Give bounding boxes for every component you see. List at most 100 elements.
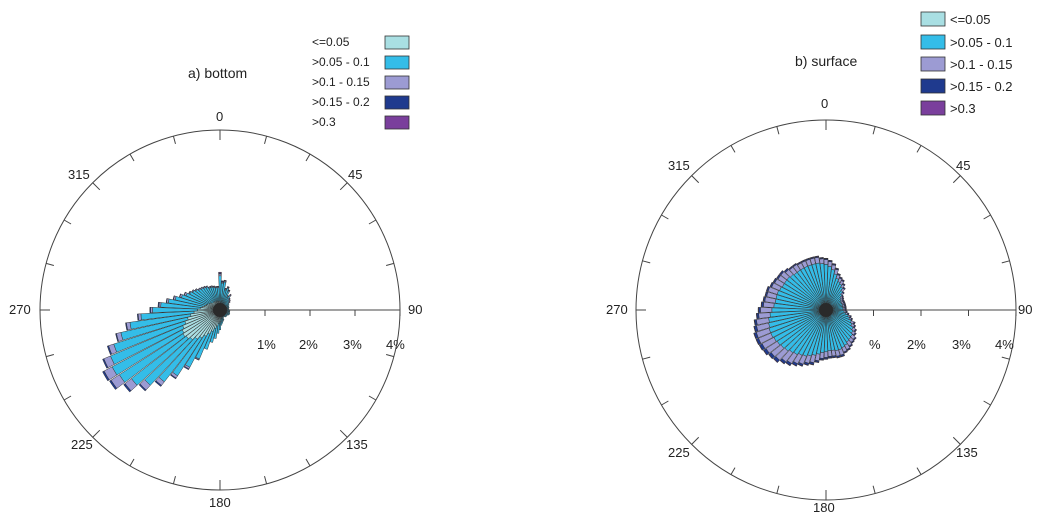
- angle-label-315: 315: [668, 158, 690, 173]
- rose-bar-segment: [845, 307, 847, 310]
- rose-bar-segment: [150, 307, 153, 313]
- angle-tick: [691, 436, 700, 445]
- rose-bar-segment: [760, 301, 763, 308]
- rose-bar-segment: [138, 383, 147, 392]
- rose-bar-segment: [791, 363, 797, 367]
- legend-swatch: [384, 75, 410, 90]
- rose-bar-segment: [229, 293, 232, 296]
- angle-tick: [264, 136, 268, 144]
- rose-bar-segment: [846, 310, 848, 313]
- legend-swatch: [384, 95, 410, 110]
- rose-bar-segment: [183, 365, 190, 371]
- rose-bar-segment: [218, 271, 222, 274]
- rose-bar-segment: [832, 356, 837, 359]
- legend-label: >0.1 - 0.15: [950, 57, 1013, 72]
- angle-tick: [872, 126, 876, 135]
- rose-bar-segment: [764, 291, 767, 297]
- rose-bar-segment: [836, 356, 841, 359]
- rose-bar-segment: [800, 259, 806, 263]
- legend-label: >0.15 - 0.2: [312, 95, 370, 109]
- angle-tick: [46, 262, 54, 266]
- legend-item: >0.05 - 0.1: [312, 55, 410, 70]
- rose-bar-segment: [762, 296, 765, 302]
- rose-bar-segment: [827, 261, 833, 267]
- rose-bar-segment: [788, 265, 793, 270]
- angle-tick: [916, 145, 922, 153]
- angle-label-0: 0: [216, 109, 223, 124]
- legend-swatch: [920, 100, 946, 116]
- chart-title: b) surface: [795, 53, 857, 69]
- angle-tick: [92, 182, 101, 191]
- angle-label-135: 135: [956, 445, 978, 460]
- rose-bar-segment: [842, 296, 845, 300]
- chart-title: a) bottom: [188, 65, 247, 81]
- rose-bar-segment: [149, 306, 152, 314]
- legend-swatch: [384, 55, 410, 70]
- rose-bar-segment: [154, 380, 162, 387]
- rose-bar-segment: [853, 321, 856, 325]
- rose-bar-segment: [753, 325, 757, 333]
- rose-bar-segment: [212, 285, 215, 288]
- rose-bar-segment: [828, 357, 833, 359]
- angle-tick: [661, 400, 669, 406]
- angle-tick: [305, 153, 311, 162]
- rose-bar-segment: [842, 308, 846, 312]
- angle-tick: [642, 356, 651, 360]
- rose-bar-segment: [769, 281, 773, 287]
- rose-bar-segment: [188, 290, 191, 294]
- rose-bar-segment: [797, 363, 803, 367]
- angle-tick: [305, 458, 311, 467]
- legend-swatch: [920, 78, 946, 94]
- angle-tick: [952, 175, 961, 184]
- rose-bar-segment: [823, 358, 829, 360]
- angle-tick: [386, 354, 394, 358]
- rose-bar-segment: [223, 279, 227, 282]
- rose-bar-segment: [209, 285, 213, 288]
- rose-bar-segment: [199, 286, 203, 290]
- rose-bar-segment: [106, 345, 113, 356]
- rose-bars: [102, 271, 232, 393]
- rose-bar-segment: [851, 340, 855, 344]
- angle-label-135: 135: [346, 437, 368, 452]
- rose-bar-segment: [213, 325, 219, 339]
- rose-bar-segment: [753, 319, 756, 326]
- rose-bar-segment: [792, 262, 797, 267]
- rose-bar-segment: [216, 285, 220, 288]
- legend-swatch: [384, 115, 410, 130]
- angle-label-45: 45: [348, 167, 362, 182]
- rose-bar-segment: [779, 270, 784, 275]
- rose-bar-segment: [228, 297, 231, 300]
- angle-tick: [92, 429, 101, 438]
- radial-label-3: 3%: [343, 337, 362, 352]
- rose-bar-segment: [835, 267, 840, 270]
- angle-tick: [691, 175, 700, 184]
- legend-label: >0.15 - 0.2: [950, 79, 1013, 94]
- legend-item: >0.3: [312, 115, 410, 130]
- angle-ticks: [40, 130, 401, 490]
- legend-item: <=0.05: [920, 11, 991, 27]
- rose-bar-segment: [109, 379, 118, 390]
- legend-item: <=0.05: [312, 35, 410, 50]
- rose-bar-segment: [758, 307, 761, 313]
- angle-tick: [368, 219, 377, 225]
- rose-bar-segment: [202, 285, 206, 289]
- rose-bar-segment: [823, 257, 829, 259]
- rose-bar-segment: [197, 287, 201, 291]
- rose-bar-segment: [809, 256, 815, 259]
- legend-label: >0.3: [950, 101, 976, 116]
- rose-bar-segment: [843, 286, 846, 290]
- rose-bar-segment: [170, 374, 177, 380]
- legend-label: >0.05 - 0.1: [950, 35, 1013, 50]
- angle-ticks: [636, 120, 1017, 500]
- rose-bar-segment: [819, 258, 825, 265]
- rose-bar-segment: [814, 255, 819, 258]
- rose-bar-segment: [203, 330, 214, 350]
- legend-item: >0.1 - 0.15: [312, 75, 410, 90]
- legend-item: >0.15 - 0.2: [312, 95, 410, 110]
- radial-label-4: 4%: [386, 337, 405, 352]
- rose-bar-segment: [779, 359, 785, 365]
- rose-bar-segment: [823, 259, 829, 265]
- angle-tick: [642, 260, 651, 264]
- radial-label-2: 2%: [299, 337, 318, 352]
- angle-tick: [730, 467, 736, 475]
